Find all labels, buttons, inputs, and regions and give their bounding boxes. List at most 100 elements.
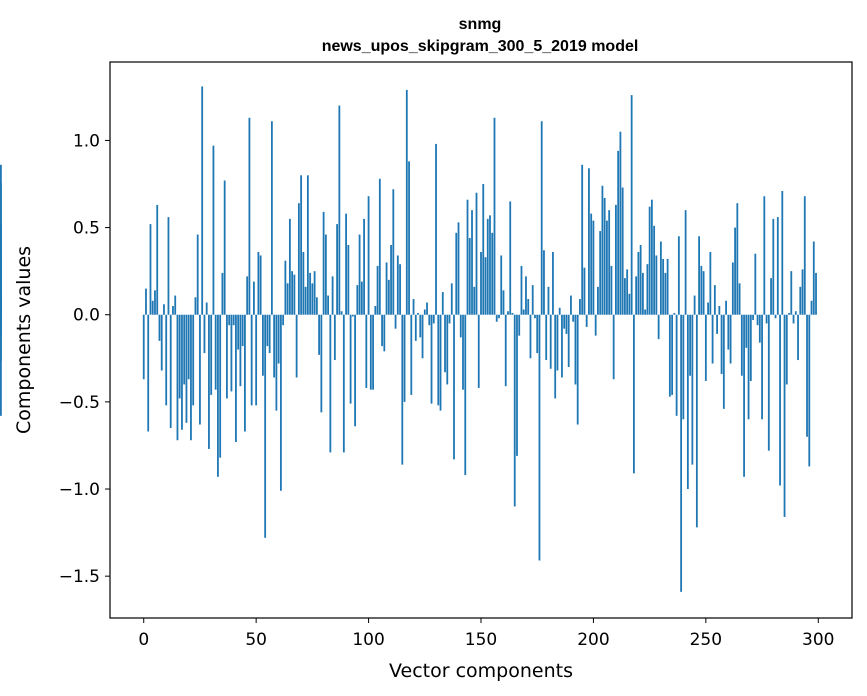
bar-component-229 xyxy=(657,314,660,340)
bar-component-207 xyxy=(608,210,611,315)
bar-component-95 xyxy=(356,285,359,315)
bar-component-51 xyxy=(257,251,260,315)
bar-component-134 xyxy=(444,314,446,373)
bar-component-238 xyxy=(677,236,680,315)
bar-component-298 xyxy=(812,241,815,315)
bar-component-37 xyxy=(226,314,228,399)
bar-component-176 xyxy=(538,314,541,561)
bar-component-296 xyxy=(808,314,811,467)
bar-component-240 xyxy=(682,314,685,420)
bar-component-200 xyxy=(592,220,595,315)
bar-component-260 xyxy=(727,314,730,350)
bar-component-25 xyxy=(199,314,201,425)
bar-component-58 xyxy=(273,314,276,378)
x-tick-label: 150 xyxy=(465,630,497,650)
bar-component-275 xyxy=(761,314,763,420)
bar-component-57 xyxy=(270,121,273,315)
bar-component-266 xyxy=(740,314,743,376)
bar-component-3 xyxy=(149,224,152,315)
bar-component-191 xyxy=(572,314,575,322)
bar-component-98 xyxy=(363,218,365,315)
bar-component-205 xyxy=(603,197,606,315)
bar-component-202 xyxy=(597,286,599,315)
bar-component-125 xyxy=(423,309,426,315)
bar-component-22 xyxy=(192,314,195,406)
bar-component-1 xyxy=(145,288,147,315)
bar-component-259 xyxy=(725,300,727,315)
bar-component-80 xyxy=(322,211,325,315)
bar-component-14 xyxy=(174,295,177,315)
bar-component-138 xyxy=(453,314,455,460)
bar-component-242 xyxy=(686,314,689,490)
bar-component-139 xyxy=(455,232,458,315)
bar-component-148 xyxy=(475,192,478,315)
bar-component-145 xyxy=(468,238,471,315)
bar-component-291 xyxy=(797,314,799,361)
bar-component-38 xyxy=(228,314,231,326)
bar-component-15 xyxy=(176,314,179,441)
bar-component-72 xyxy=(304,286,307,315)
bar-component-243 xyxy=(689,314,692,376)
bar-component-235 xyxy=(671,314,674,395)
bar-component-75 xyxy=(311,283,314,315)
bars-layer xyxy=(0,86,817,592)
bar-component-246 xyxy=(695,314,698,528)
bar-component-59 xyxy=(275,314,278,411)
y-tick-label: 1.0 xyxy=(73,131,100,151)
bar-component-223 xyxy=(644,309,647,315)
bar-component-284 xyxy=(781,190,784,315)
bar-component-127 xyxy=(428,314,431,326)
bar-component-10 xyxy=(165,314,168,406)
bar-component-4 xyxy=(151,300,154,315)
bar-component-294 xyxy=(803,196,806,315)
bar-component-101 xyxy=(369,314,372,390)
bar-component-128 xyxy=(430,314,433,404)
bar-component-29 xyxy=(208,314,210,449)
bar-component-168 xyxy=(520,265,523,315)
bar-component-89 xyxy=(342,314,345,453)
x-axis-ticks: 0 50 100 150 200 250 300 xyxy=(138,618,834,650)
bar-component-92 xyxy=(349,314,352,404)
bar-component-219 xyxy=(635,276,638,315)
bar-component-70 xyxy=(300,175,303,315)
bar-component-81 xyxy=(324,234,327,315)
bar-component-112 xyxy=(394,314,397,329)
bar-component-100 xyxy=(367,196,370,315)
bar-component-42 xyxy=(237,314,240,350)
bar-component-188 xyxy=(565,314,568,334)
bar-component-126 xyxy=(426,302,428,315)
bar-component-189 xyxy=(567,314,570,368)
bar-component-178 xyxy=(543,250,545,315)
bar-component-12 xyxy=(169,314,172,429)
bar-component-129 xyxy=(432,314,435,324)
bar-component-245 xyxy=(693,295,696,315)
y-axis-label: Components values xyxy=(13,246,35,434)
bar-component-136 xyxy=(448,314,451,324)
bar-component-23 xyxy=(194,297,197,315)
bar-component-244 xyxy=(691,314,694,465)
bar-component-141 xyxy=(459,314,462,338)
bar-component-274 xyxy=(758,314,761,343)
bar-component-226 xyxy=(650,199,653,315)
bar-component-255 xyxy=(716,314,718,334)
bar-component-150 xyxy=(480,251,482,315)
bar-component-201 xyxy=(594,314,597,336)
bar-component-54 xyxy=(264,314,267,538)
bar-component-undefined xyxy=(0,314,2,416)
bar-component-64 xyxy=(286,283,289,315)
bar-component-158 xyxy=(498,314,500,319)
bar-component-83 xyxy=(329,314,332,453)
bar-component-96 xyxy=(358,234,361,315)
bar-component-279 xyxy=(770,278,772,315)
bar-component-32 xyxy=(214,314,217,390)
bar-component-5 xyxy=(154,290,156,315)
bar-component-231 xyxy=(662,258,665,315)
bar-component-44 xyxy=(241,314,244,347)
bar-component-192 xyxy=(574,314,577,385)
bar-component-224 xyxy=(646,264,649,315)
bar-component-20 xyxy=(187,314,190,380)
bar-component-288 xyxy=(790,271,793,315)
bar-component-282 xyxy=(776,217,779,315)
bar-component-133 xyxy=(441,292,444,315)
bar-component-67 xyxy=(293,274,296,315)
